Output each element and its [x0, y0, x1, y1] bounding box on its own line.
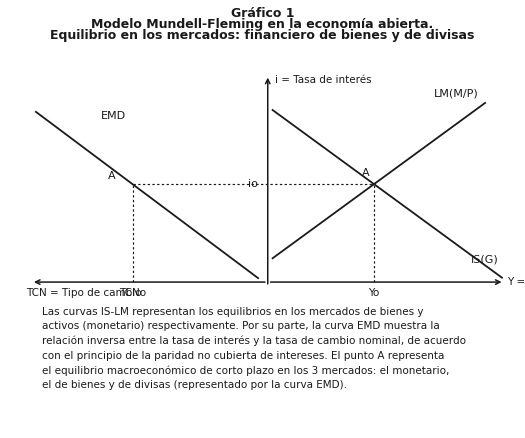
Text: Equilibrio en los mercados: financiero de bienes y de divisas: Equilibrio en los mercados: financiero d… [50, 29, 475, 42]
Text: i = Tasa de interés: i = Tasa de interés [275, 75, 372, 85]
Text: io: io [248, 179, 258, 189]
Text: A: A [108, 171, 116, 181]
Text: Yo: Yo [369, 288, 380, 298]
Text: Gráfico 1: Gráfico 1 [231, 7, 294, 20]
Text: IS(G): IS(G) [471, 254, 499, 264]
Text: TCNo: TCNo [119, 288, 146, 298]
Text: LM(M/P): LM(M/P) [434, 88, 478, 98]
Text: Y = Renta: Y = Renta [507, 277, 525, 287]
Text: Las curvas IS-LM representan los equilibrios en los mercados de bienes y
activos: Las curvas IS-LM representan los equilib… [42, 307, 466, 390]
Text: EMD: EMD [101, 111, 126, 121]
Text: TCN = Tipo de cambio: TCN = Tipo de cambio [26, 289, 142, 298]
Text: A: A [362, 169, 369, 178]
Text: Modelo Mundell-Fleming en la economía abierta.: Modelo Mundell-Fleming en la economía ab… [91, 18, 434, 31]
